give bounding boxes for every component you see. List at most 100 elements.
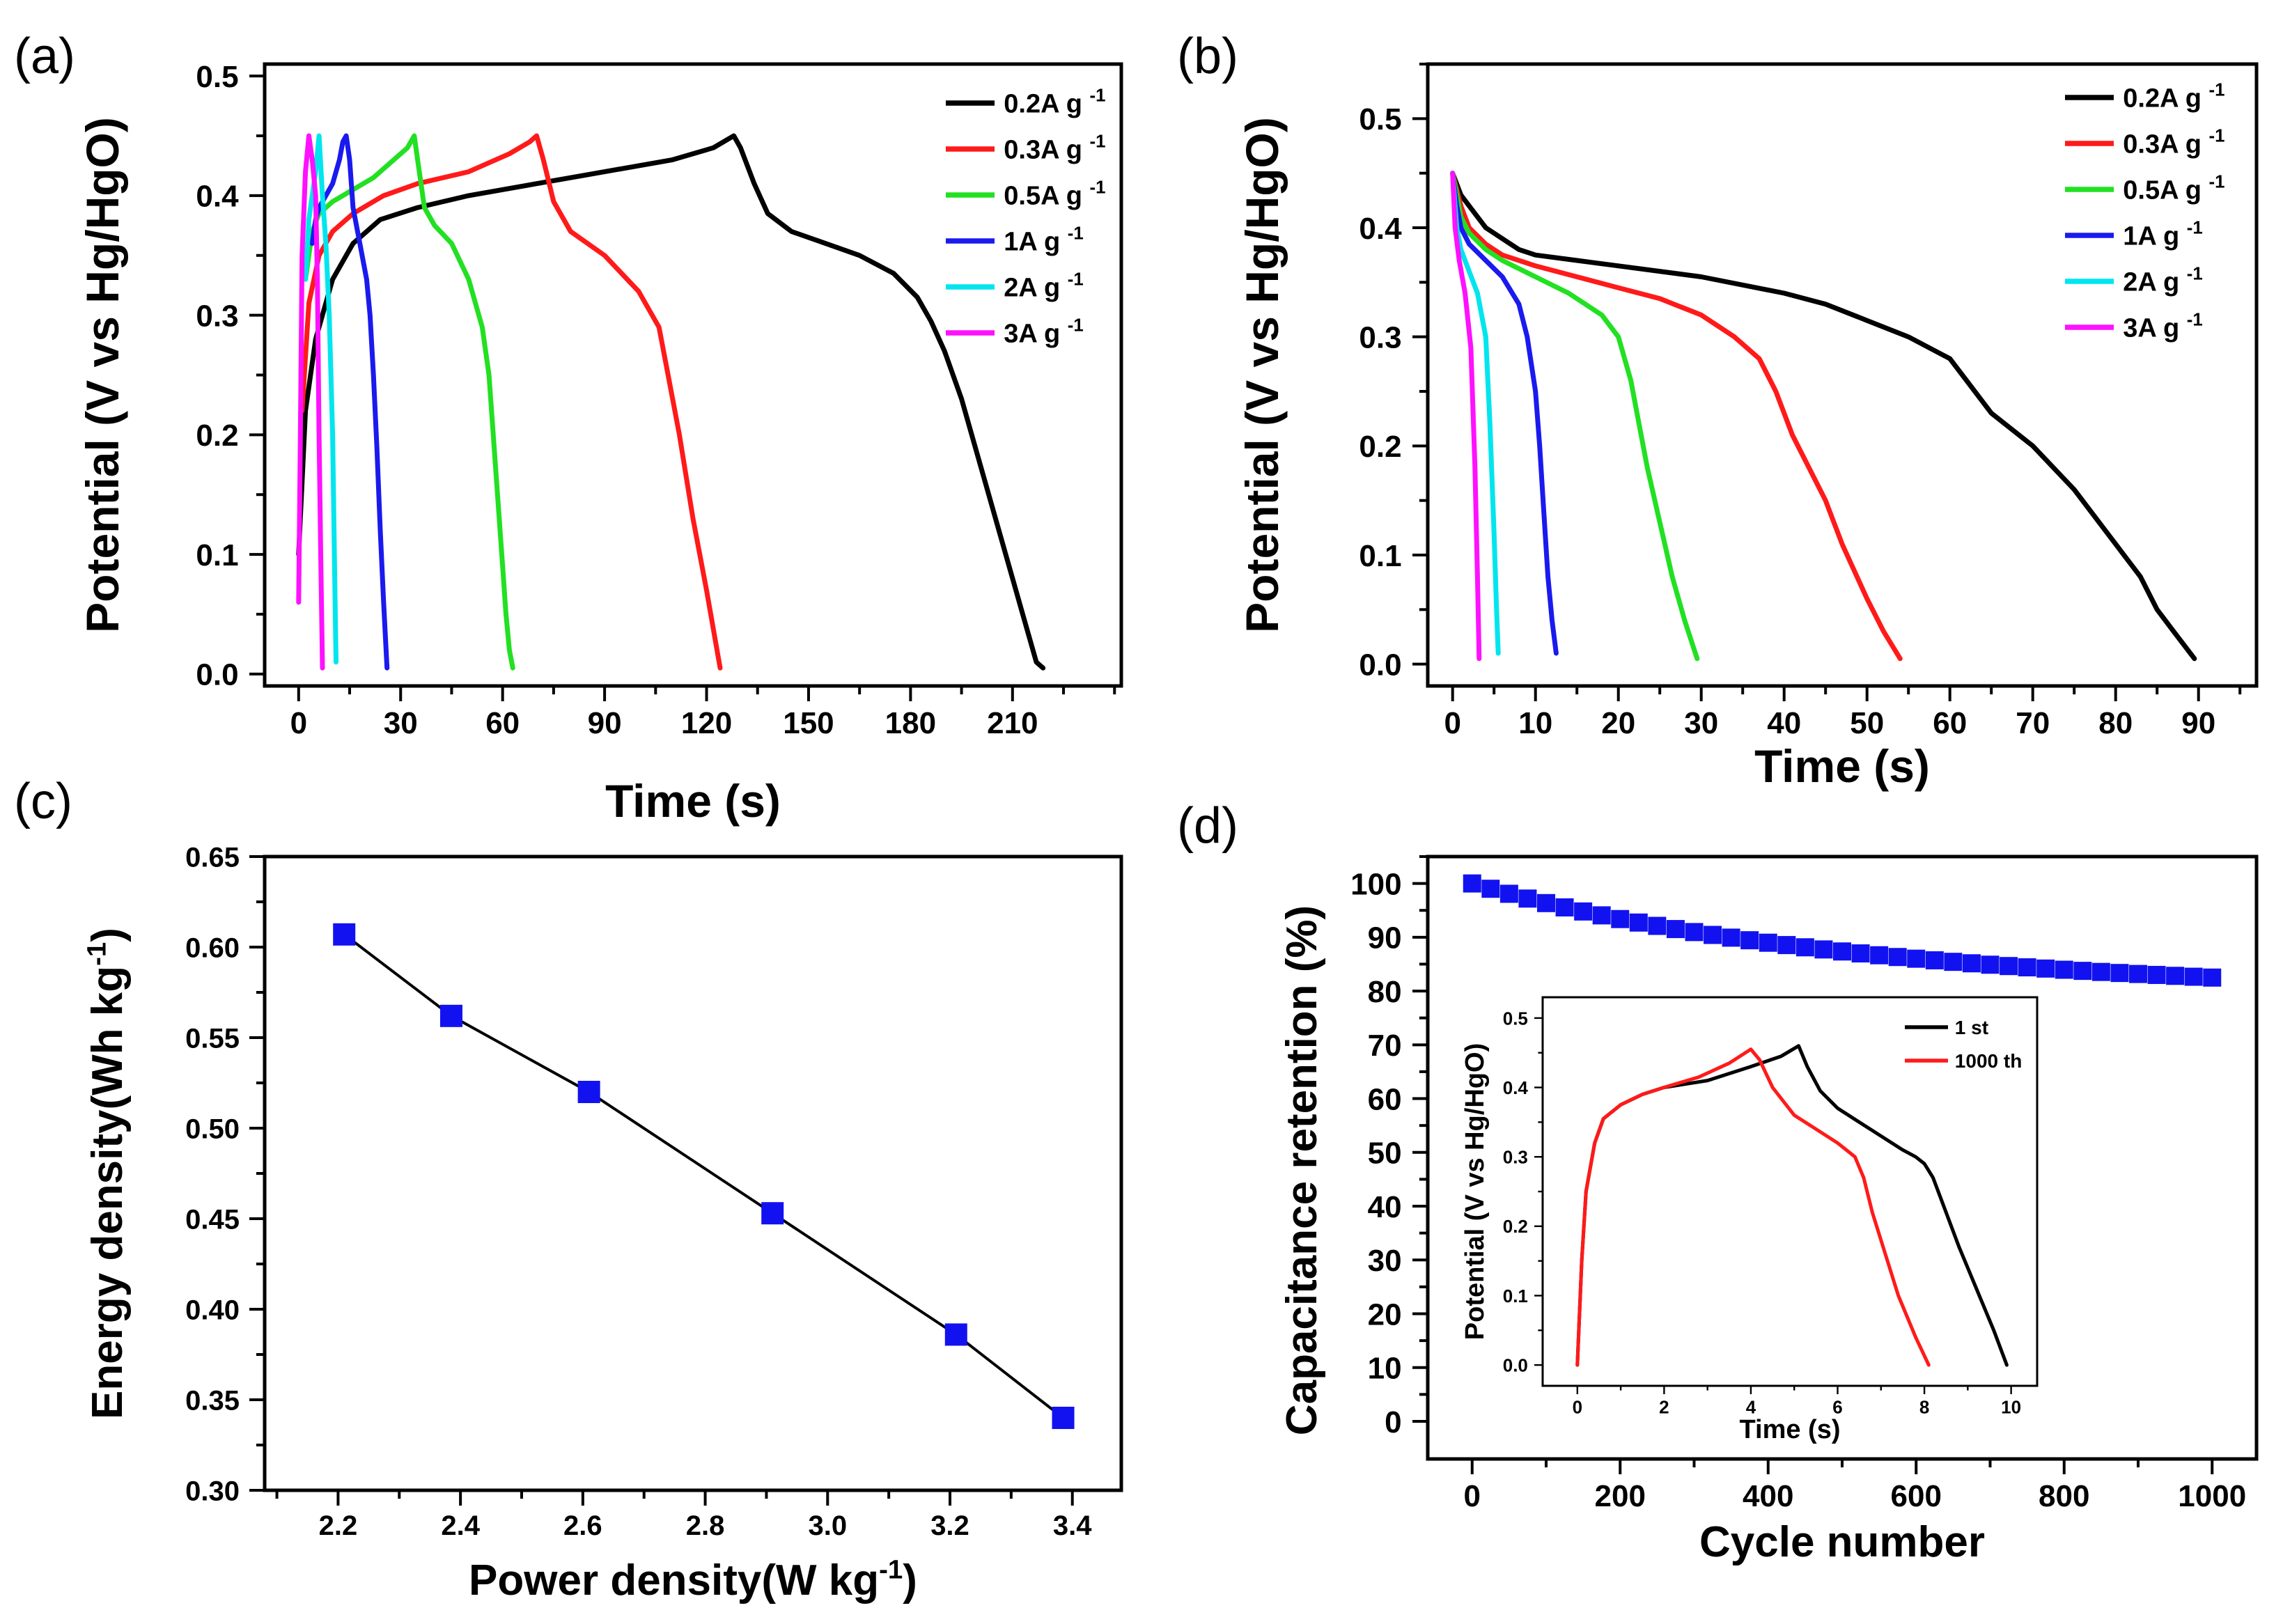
- chart-c-x-tick-label: 3.2: [930, 1510, 969, 1541]
- chart-a-series-line-5: [296, 133, 325, 671]
- chart-d-data-point: [1537, 893, 1555, 912]
- chart-c-x-axis-label-end: ): [903, 1556, 917, 1605]
- chart-b-y-tick-label: 0.1: [1359, 539, 1401, 573]
- chart-c-y-tick-label: 0.30: [185, 1476, 240, 1506]
- chart-d-data-point: [2147, 965, 2166, 984]
- chart-b-x-tick-label: 30: [1684, 706, 1718, 740]
- chart-b-x-axis-label: Time (s): [1754, 740, 1930, 792]
- chart-b-legend-label: 0.2A g -1: [2123, 81, 2224, 114]
- chart-a-y-tick-label: 0.5: [196, 60, 238, 94]
- chart-d-data-point: [2073, 962, 2092, 981]
- chart-b-x-tick-label: 40: [1767, 706, 1801, 740]
- chart-b-legend-label-sup: -1: [2208, 173, 2224, 192]
- chart-d-data-point: [2036, 959, 2055, 978]
- chart-a: 0 30 60 90 120 150 180 210 0.0 0.1 0.2 0.3 0.4 0.5 Tim…: [77, 60, 1123, 827]
- chart-b-legend-label: 0.5A g -1: [2123, 173, 2224, 205]
- chart-c-y-tick-label: 0.40: [185, 1295, 240, 1325]
- chart-b-legend-label: 3A g -1: [2123, 311, 2202, 343]
- chart-c: 2.2 2.4 2.6 2.8 3.0 3.2 3.4 0.30 0.35 0.40 0.45 0.5…: [81, 842, 1123, 1605]
- chart-d-inset: 0 2 4 6 8 10 0.0 0.1 0.2 0.3 0.4 0.5 Time (s) Potenti…: [1460, 996, 2039, 1444]
- chart-d-inset-y-tick-label: 0.2: [1503, 1216, 1528, 1237]
- chart-d-y-tick-label: 40: [1368, 1190, 1402, 1224]
- chart-d-y-tick-label: 10: [1368, 1352, 1402, 1386]
- chart-d-data-point: [1463, 874, 1481, 893]
- chart-a-series-line-4: [303, 133, 338, 665]
- chart-d-data-point: [1611, 909, 1630, 928]
- chart-a-y-axis-label: Potential (V vs Hg/HgO): [77, 117, 128, 633]
- chart-b-y-tick-label: 0.2: [1359, 430, 1401, 464]
- chart-d-inset-x-tick-label: 0: [1573, 1396, 1582, 1417]
- chart-d-data-point: [1925, 951, 1944, 969]
- chart-a-legend-label: 0.2A g -1: [1004, 86, 1105, 119]
- chart-d-data-point: [1648, 916, 1667, 935]
- chart-d-data-point: [2129, 965, 2147, 983]
- chart-d-data-point: [2055, 960, 2073, 979]
- chart-c-x-axis-label: Power density(W kg-1): [469, 1554, 917, 1605]
- chart-d-data-point: [2110, 964, 2129, 983]
- chart-b-legend-label: 0.3A g -1: [2123, 127, 2224, 159]
- chart-b-y-axis-label: Potential (V vs Hg/HgO): [1236, 117, 1288, 633]
- chart-d-data-point: [1555, 898, 1574, 916]
- chart-d-inset-x-axis-label: Time (s): [1739, 1415, 1840, 1444]
- chart-c-y-tick-label: 0.55: [185, 1023, 240, 1054]
- chart-d-data-point: [1870, 946, 1889, 965]
- chart-b-series-line-1: [1450, 171, 1903, 662]
- chart-d-inset-x-tick-label: 10: [2001, 1396, 2021, 1417]
- panel-label-b: (b): [1177, 29, 1238, 84]
- chart-d-data-point: [1795, 938, 1814, 957]
- chart-a-legend-label-sup: -1: [1068, 224, 1084, 244]
- chart-d-data-point: [1944, 953, 1963, 971]
- chart-d-inset-x-tick-label: 8: [1919, 1396, 1929, 1417]
- chart-a-legend-label-sup: -1: [1068, 316, 1084, 336]
- chart-d-y-tick-label: 100: [1350, 867, 1401, 901]
- chart-b-frame: [1426, 62, 2259, 688]
- chart-d-inset-y-tick-label: 0.1: [1503, 1286, 1528, 1306]
- chart-d-y-tick-label: 20: [1368, 1297, 1402, 1332]
- chart-b-x-tick-label: 90: [2181, 706, 2215, 740]
- chart-c-series-line: [343, 933, 1064, 1419]
- chart-d-data-point: [1518, 889, 1537, 908]
- chart-d-y-tick-label: 80: [1368, 975, 1402, 1009]
- chart-b-x-tick-label: 10: [1518, 706, 1552, 740]
- chart-a-legend-label: 0.3A g -1: [1004, 132, 1105, 165]
- chart-d-data-point: [2166, 967, 2185, 985]
- chart-a-x-tick-label: 90: [588, 706, 622, 740]
- chart-a-y-tick-label: 0.4: [196, 180, 239, 214]
- chart-d-x-tick-label: 1000: [2178, 1479, 2246, 1513]
- chart-d-data-point: [1962, 954, 1981, 973]
- chart-d-y-axis-label: Capacitance retention (%): [1278, 905, 1326, 1435]
- chart-a-y-tick-label: 0.3: [196, 299, 238, 333]
- chart-d-data-point: [1851, 944, 1870, 963]
- chart-c-y-tick-label: 0.50: [185, 1114, 240, 1144]
- chart-c-y-tick-label: 0.60: [185, 932, 240, 963]
- chart-a-legend-label: 3A g -1: [1004, 316, 1083, 349]
- chart-d-data-point: [2203, 968, 2222, 987]
- chart-d-inset-x-tick-label: 6: [1832, 1396, 1842, 1417]
- chart-d-y-tick-label: 30: [1368, 1244, 1402, 1278]
- chart-d-data-point: [1629, 913, 1648, 932]
- chart-b-y-tick-label: 0.3: [1359, 321, 1401, 355]
- chart-a-legend-label: 2A g -1: [1004, 270, 1083, 303]
- chart-a-x-tick-label: 30: [384, 706, 418, 740]
- chart-d-data-point: [1888, 948, 1907, 967]
- chart-b-y-tick-label: 0.4: [1359, 212, 1402, 246]
- chart-a-legend-label-sup: -1: [1068, 270, 1084, 290]
- chart-c-y-tick-label: 0.35: [185, 1385, 240, 1416]
- chart-b-series-line-3: [1450, 171, 1559, 656]
- chart-d-x-axis-label: Cycle number: [1699, 1518, 1985, 1566]
- chart-a-legend-label: 1A g -1: [1004, 224, 1083, 257]
- chart-b-x-tick-label: 80: [2098, 706, 2133, 740]
- chart-b-legend-label: 2A g -1: [2123, 265, 2202, 297]
- chart-a-x-tick-label: 150: [783, 706, 834, 740]
- chart-c-data-point: [1052, 1407, 1075, 1429]
- chart-d-inset-y-tick-label: 0.4: [1503, 1077, 1529, 1098]
- chart-d-inset-y-tick-label: 0.5: [1503, 1008, 1528, 1029]
- chart-c-y-tick-label: 0.45: [185, 1204, 240, 1235]
- chart-b: 0 10 20 30 40 50 60 70 80 90 0.0 0.1 0.2 0.3 0.4 0.5 Tim…: [1236, 62, 2259, 792]
- chart-d-x-tick-label: 800: [2039, 1479, 2089, 1513]
- chart-d: 0 200 400 600 800 10000102030405060708090100C…: [1278, 854, 2259, 1566]
- chart-c-y-tick-label: 0.65: [185, 842, 240, 873]
- chart-b-x-tick-label: 60: [1933, 706, 1967, 740]
- chart-d-data-point: [2091, 962, 2110, 981]
